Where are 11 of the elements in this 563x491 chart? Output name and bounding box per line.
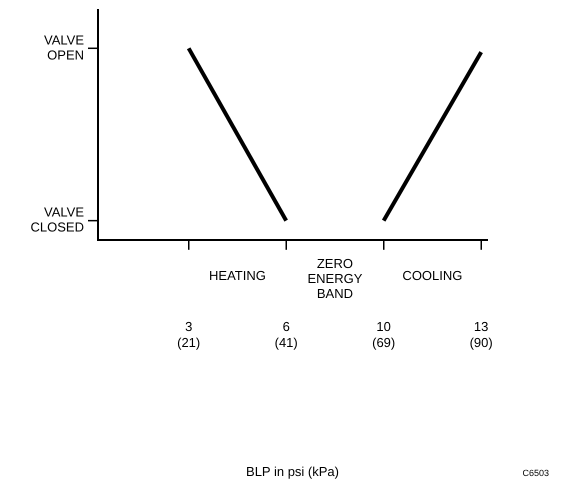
text: BLP in psi (kPa) [246,464,339,480]
x-tick-label: 10 (69) [372,319,396,350]
text: C6503 [522,468,549,478]
text: VALVE OPEN [44,32,84,62]
x-tick-label: 6 (41) [274,319,298,350]
text: ZERO ENERGY BAND [307,256,363,301]
x-tick-label: 3 (21) [177,319,200,350]
text: HEATING [209,268,266,283]
text: VALVE CLOSED [30,204,84,235]
x-tick-label: 13 (90) [470,319,493,350]
text: COOLING [402,268,462,283]
